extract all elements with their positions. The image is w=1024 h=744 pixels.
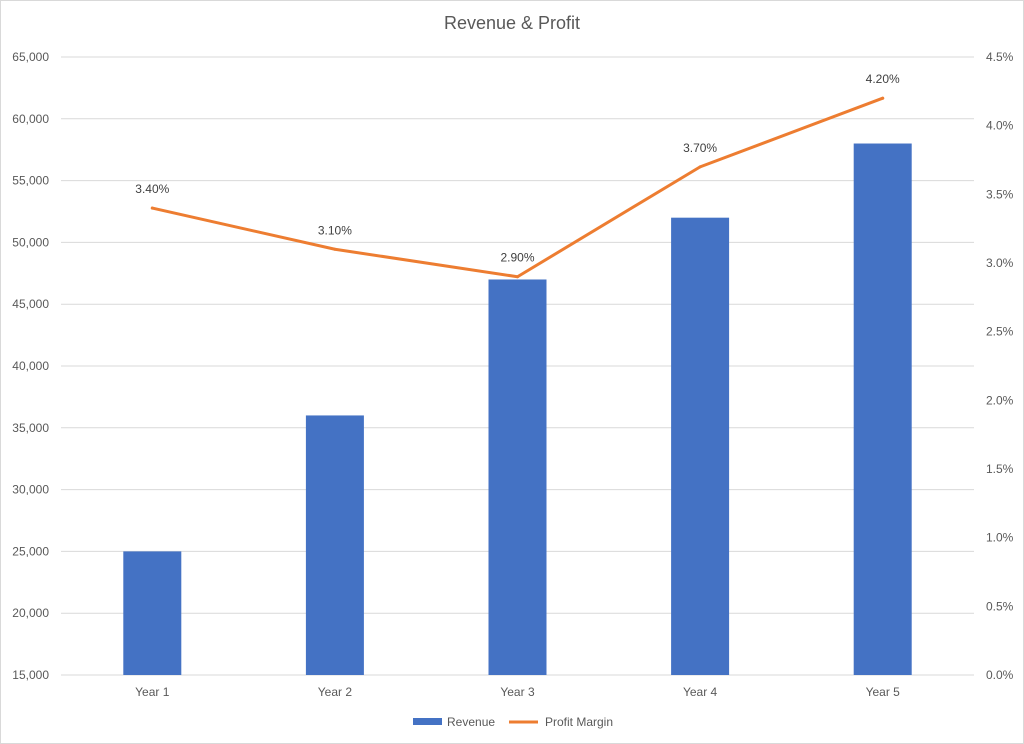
y-tick-label-left: 20,000 <box>12 606 49 620</box>
y-tick-label-left: 40,000 <box>12 359 49 373</box>
x-tick-label: Year 2 <box>318 685 353 699</box>
y-tick-label-left: 55,000 <box>12 174 49 188</box>
data-label-profit-margin: 3.70% <box>683 141 717 155</box>
point-profit-margin <box>881 96 885 100</box>
x-tick-label: Year 3 <box>500 685 535 699</box>
y-tick-label-left: 25,000 <box>12 544 49 558</box>
legend-swatch-revenue <box>413 718 442 725</box>
x-tick-label: Year 5 <box>866 685 901 699</box>
y-tick-label-right: 3.5% <box>986 187 1014 201</box>
y-tick-label-left: 45,000 <box>12 297 49 311</box>
y-tick-label-left: 30,000 <box>12 483 49 497</box>
y-tick-label-right: 0.5% <box>986 599 1014 613</box>
point-profit-margin <box>333 247 337 251</box>
data-label-profit-margin: 2.90% <box>500 251 534 265</box>
y-tick-label-right: 4.0% <box>986 119 1014 133</box>
point-profit-margin <box>516 275 519 279</box>
data-label-profit-margin: 3.10% <box>318 223 352 237</box>
y-tick-label-right: 4.5% <box>986 50 1014 64</box>
y-tick-label-left: 15,000 <box>12 668 49 682</box>
data-label-profit-margin: 4.20% <box>866 72 900 86</box>
y-tick-label-left: 60,000 <box>12 112 49 126</box>
y-tick-label-right: 2.5% <box>986 325 1014 339</box>
y-tick-label-right: 3.0% <box>986 256 1014 270</box>
y-tick-label-left: 35,000 <box>12 421 49 435</box>
legend-label-profit-margin: Profit Margin <box>545 715 613 729</box>
y-tick-label-left: 65,000 <box>12 50 49 64</box>
data-label-profit-margin: 3.40% <box>135 182 169 196</box>
bar-revenue <box>853 143 912 675</box>
point-profit-margin <box>150 206 154 210</box>
y-tick-label-right: 1.0% <box>986 531 1014 545</box>
chart-title: Revenue & Profit <box>443 13 581 33</box>
legend-label-revenue: Revenue <box>447 715 495 729</box>
bar-revenue <box>488 279 547 675</box>
bar-revenue <box>123 551 182 675</box>
y-tick-label-right: 0.0% <box>986 668 1014 682</box>
point-profit-margin <box>698 165 702 169</box>
y-tick-label-left: 50,000 <box>12 235 49 249</box>
x-tick-label: Year 1 <box>135 685 170 699</box>
bar-revenue <box>671 217 730 675</box>
x-tick-label: Year 4 <box>683 685 718 699</box>
y-tick-label-right: 1.5% <box>986 462 1014 476</box>
bar-revenue <box>305 415 364 675</box>
y-tick-label-right: 2.0% <box>986 393 1014 407</box>
